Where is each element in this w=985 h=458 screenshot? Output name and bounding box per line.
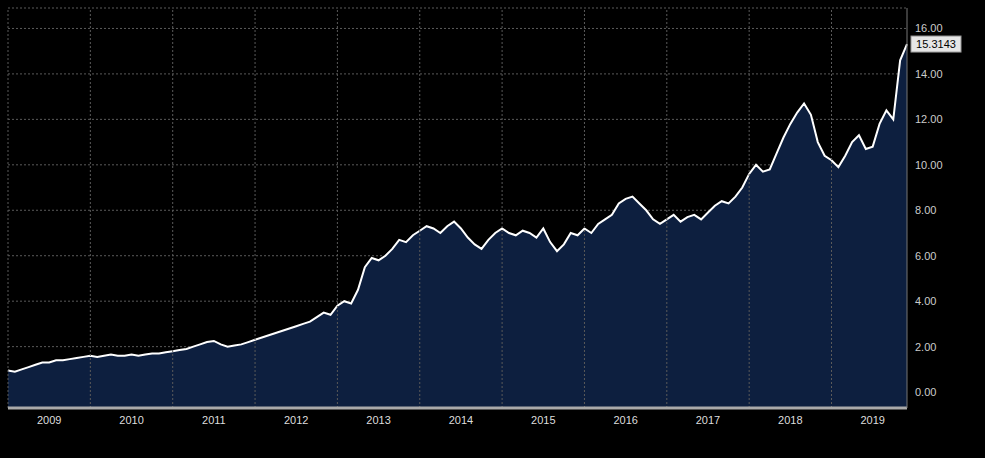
svg-text:2015: 2015 (531, 414, 555, 426)
svg-text:2010: 2010 (119, 414, 143, 426)
svg-text:2016: 2016 (613, 414, 637, 426)
svg-text:2012: 2012 (284, 414, 308, 426)
svg-text:8.00: 8.00 (915, 204, 936, 216)
svg-text:2011: 2011 (202, 414, 226, 426)
svg-text:6.00: 6.00 (915, 250, 936, 262)
svg-text:0.00: 0.00 (915, 386, 936, 398)
svg-text:2018: 2018 (778, 414, 802, 426)
svg-text:2009: 2009 (37, 414, 61, 426)
svg-text:2019: 2019 (860, 414, 884, 426)
svg-text:2.00: 2.00 (915, 341, 936, 353)
svg-text:2014: 2014 (449, 414, 473, 426)
svg-text:4.00: 4.00 (915, 295, 936, 307)
svg-text:12.00: 12.00 (915, 113, 943, 125)
svg-text:2017: 2017 (696, 414, 720, 426)
svg-text:14.00: 14.00 (915, 68, 943, 80)
svg-text:15.3143: 15.3143 (916, 38, 956, 50)
svg-text:16.00: 16.00 (915, 22, 943, 34)
svg-text:10.00: 10.00 (915, 159, 943, 171)
svg-text:2013: 2013 (366, 414, 390, 426)
